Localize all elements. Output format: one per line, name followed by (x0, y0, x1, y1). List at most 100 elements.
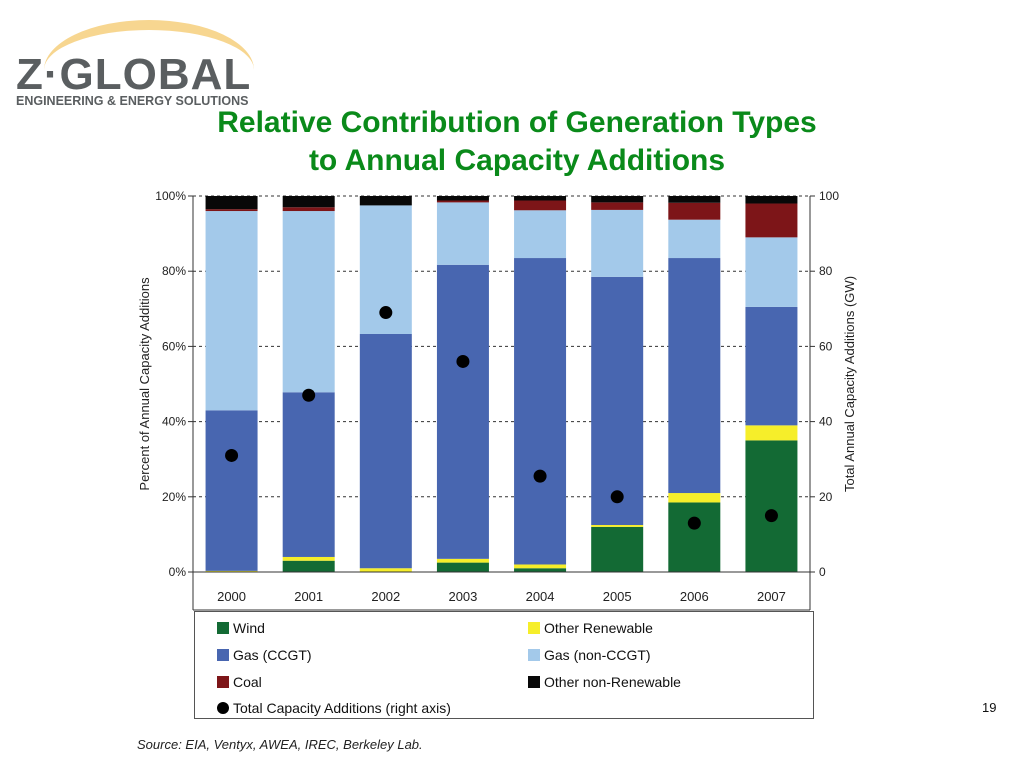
bar-segment-2002-1 (359, 568, 412, 572)
legend-gas-ccgt: Gas (CCGT) (217, 647, 312, 663)
legend-coal: Coal (217, 674, 262, 690)
bar-segment-2001-4 (282, 207, 335, 212)
legend-swatch-gas-non-ccgt (528, 649, 540, 661)
title-line-1: Relative Contribution of Generation Type… (217, 106, 817, 139)
total-capacity-point-2007 (764, 509, 778, 523)
bar-segment-2003-1 (436, 558, 489, 563)
bar-segment-2004-5 (514, 196, 567, 201)
bar-segment-2003-2 (436, 264, 489, 559)
bar-segment-2003-3 (436, 202, 489, 265)
bar-segment-2004-2 (514, 258, 567, 565)
x-tick-label-2000: 2000 (217, 589, 246, 604)
bar-segment-2003-4 (436, 200, 489, 203)
title-line-2: to Annual Capacity Additions (308, 144, 726, 177)
x-tick-label-2004: 2004 (526, 589, 555, 604)
bar-segment-2001-1 (282, 556, 335, 561)
y2-tick-label: 60 (819, 339, 833, 353)
bar-segment-2002-5 (359, 196, 412, 206)
y2-tick-label: 100 (819, 189, 839, 203)
bar-segment-2007-0 (745, 440, 798, 572)
logo-tagline: ENGINEERING & ENERGY SOLUTIONS (16, 94, 249, 108)
total-capacity-point-2002 (379, 306, 393, 320)
bar-segment-2001-3 (282, 211, 335, 393)
bar-segment-2000-3 (205, 211, 258, 411)
legend-swatch-other-non-renewable (528, 676, 540, 688)
x-tick-label-2002: 2002 (371, 589, 400, 604)
legend-dot-total-capacity (217, 702, 229, 714)
bar-segment-2002-2 (359, 333, 412, 569)
bar-segment-2005-1 (591, 525, 644, 527)
total-capacity-point-2006 (687, 516, 701, 530)
legend-other-non-renewable: Other non-Renewable (528, 674, 681, 690)
bar-segment-2007-5 (745, 196, 798, 204)
logo-name: Z·GLOBAL (16, 50, 252, 99)
legend-total-capacity: Total Capacity Additions (right axis) (217, 700, 451, 716)
company-logo: Z·GLOBAL ENGINEERING & ENERGY SOLUTIONS (14, 14, 254, 114)
x-tick-label-2003: 2003 (448, 589, 477, 604)
legend-swatch-wind (217, 622, 229, 634)
legend-swatch-other-renewable (528, 622, 540, 634)
y-axis-title: Percent of Annual Capacity Additions (137, 277, 152, 491)
chart-legend: Wind Other Renewable Gas (CCGT) Gas (non… (194, 611, 814, 719)
legend-swatch-coal (217, 676, 229, 688)
legend-label-gas-non-ccgt: Gas (non-CCGT) (544, 647, 651, 663)
bar-segment-2006-3 (668, 219, 721, 259)
bar-segment-2006-2 (668, 258, 721, 494)
bar-segment-2005-5 (591, 196, 644, 203)
bar-segment-2001-5 (282, 196, 335, 208)
bar-segment-2004-4 (514, 200, 567, 211)
logo-arc (44, 20, 254, 70)
bar-segment-2000-2 (205, 410, 258, 571)
bar-segment-2003-0 (436, 562, 489, 572)
y-tick-label: 40% (162, 415, 186, 429)
source-note: Source: EIA, Ventyx, AWEA, IREC, Berkele… (137, 737, 423, 752)
y-tick-label: 20% (162, 490, 186, 504)
x-tick-label-2007: 2007 (757, 589, 786, 604)
bar-segment-2001-0 (282, 560, 335, 572)
bar-segment-2003-5 (436, 196, 489, 201)
bar-segment-2007-3 (745, 237, 798, 307)
y-tick-label: 0% (169, 565, 187, 579)
bar-segment-2007-2 (745, 306, 798, 426)
y2-tick-label: 20 (819, 490, 833, 504)
bar-segment-2006-4 (668, 202, 721, 220)
bar-segment-2005-2 (591, 276, 644, 525)
total-capacity-point-2003 (456, 354, 470, 368)
y-tick-label: 60% (162, 339, 186, 353)
total-capacity-point-2000 (225, 448, 239, 462)
page-number: 19 (982, 700, 997, 715)
bar-segment-2007-4 (745, 203, 798, 238)
legend-other-renewable: Other Renewable (528, 620, 653, 636)
y-tick-label: 100% (155, 189, 186, 203)
bar-segment-2006-1 (668, 493, 721, 503)
y2-tick-label: 40 (819, 415, 833, 429)
legend-label-other-renewable: Other Renewable (544, 620, 653, 636)
bar-segment-2007-1 (745, 425, 798, 441)
legend-label-wind: Wind (233, 620, 265, 636)
bar-segment-2005-3 (591, 209, 644, 277)
legend-wind: Wind (217, 620, 265, 636)
legend-label-total-capacity: Total Capacity Additions (right axis) (233, 700, 451, 716)
bar-segment-2000-1 (205, 570, 258, 572)
legend-gas-non-ccgt: Gas (non-CCGT) (528, 647, 651, 663)
slide-title: Relative Contribution of Generation Type… (0, 104, 1024, 180)
total-capacity-point-2005 (610, 490, 624, 504)
x-tick-label-2005: 2005 (603, 589, 632, 604)
legend-swatch-gas-ccgt (217, 649, 229, 661)
bar-segment-2006-5 (668, 196, 721, 203)
total-capacity-point-2001 (302, 388, 316, 402)
legend-label-gas-ccgt: Gas (CCGT) (233, 647, 312, 663)
bar-segment-2005-4 (591, 202, 644, 210)
x-tick-label-2001: 2001 (294, 589, 323, 604)
bar-segment-2000-4 (205, 209, 258, 212)
bar-segment-2006-0 (668, 502, 721, 572)
bar-segment-2000-5 (205, 196, 258, 210)
bar-segment-2001-2 (282, 392, 335, 557)
y2-tick-label: 0 (819, 565, 826, 579)
y-tick-label: 80% (162, 264, 186, 278)
bar-segment-2005-0 (591, 526, 644, 572)
x-tick-label-2006: 2006 (680, 589, 709, 604)
y2-axis-title: Total Annual Capacity Additions (GW) (842, 276, 857, 492)
total-capacity-point-2004 (533, 469, 547, 483)
